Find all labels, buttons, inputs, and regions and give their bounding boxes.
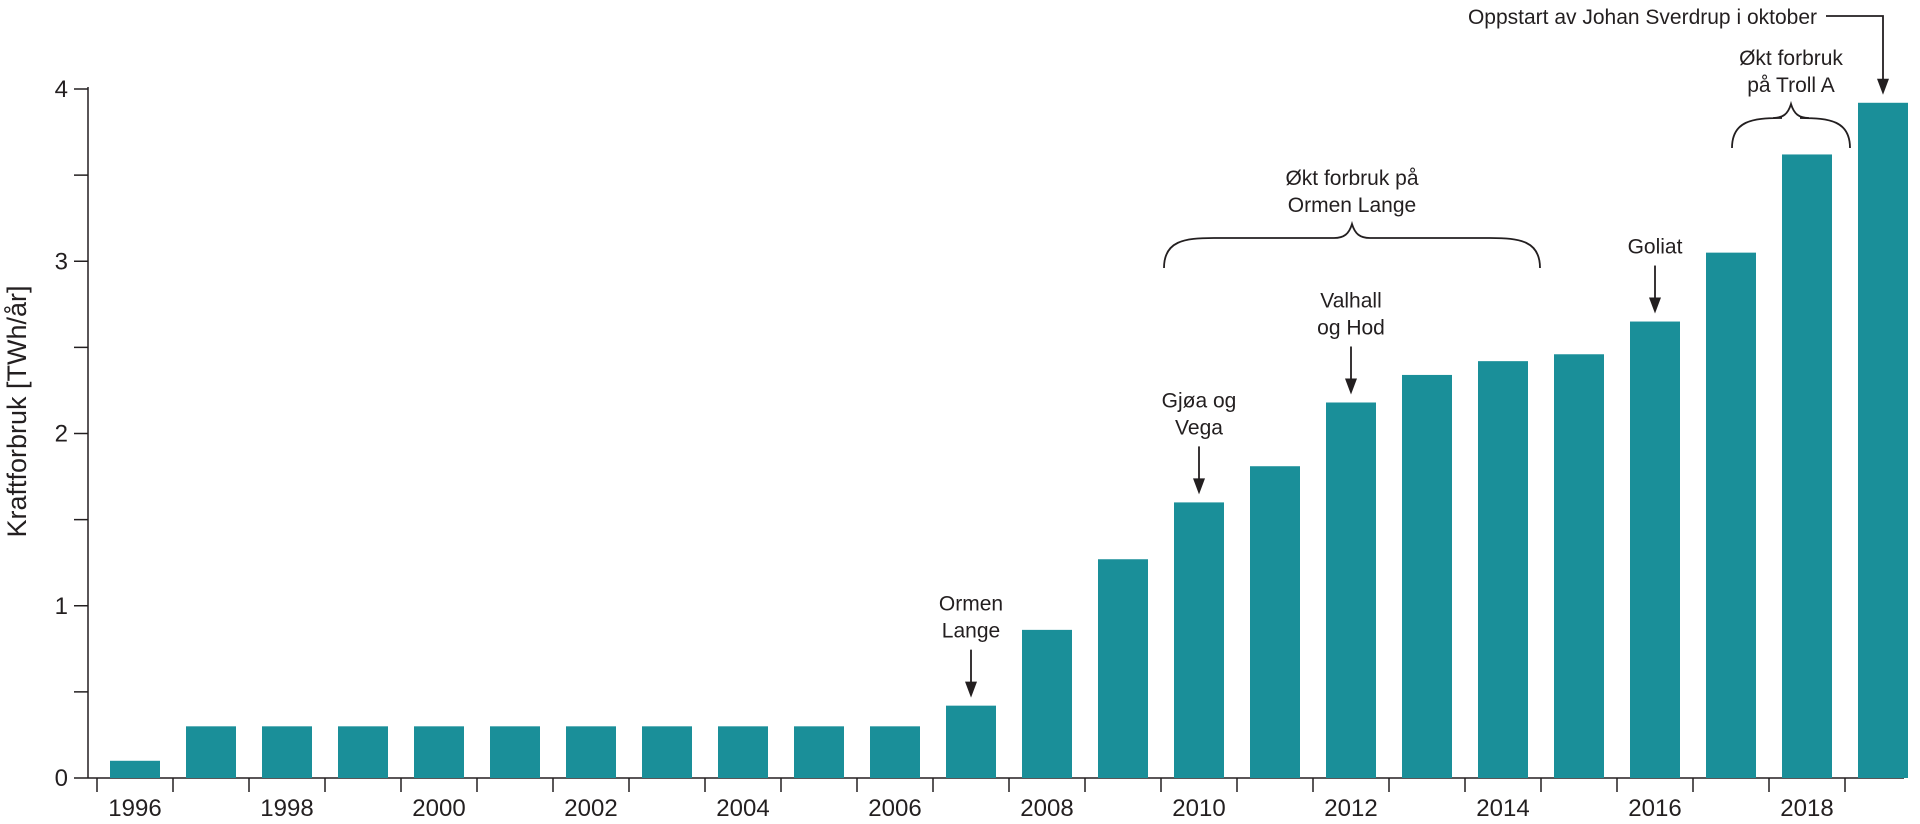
annotation-valhall-hod-arrow-head: [1345, 378, 1357, 395]
x-tick-label: 2016: [1628, 795, 1681, 822]
y-tick-label: 0: [55, 765, 68, 792]
annotation-ormen-lange-increase-brace: [1163, 220, 1541, 269]
plot-area: 0 1 2 3 4 Kraftforbruk [TWh/år] 1996 1998 2000 20…: [2, 6, 1908, 822]
annotation-troll-a-increase-brace: [1731, 100, 1851, 149]
annotation-ormen-lange-text: Ormen: [939, 593, 1003, 616]
annotation-gjoa-vega-text: Gjøa og: [1162, 389, 1237, 412]
bar-2013: [1402, 374, 1452, 778]
bar-2015: [1554, 354, 1604, 778]
x-tick-label: 1998: [260, 795, 313, 822]
x-tick-label: 2004: [716, 795, 769, 822]
x-tick-label: 2002: [564, 795, 617, 822]
x-tick-label: 2008: [1020, 795, 1073, 822]
bar-2004: [718, 726, 768, 778]
annotation-troll-a-increase-text: på Troll A: [1747, 74, 1835, 97]
y-axis-title: Kraftforbruk [TWh/år]: [2, 285, 32, 537]
x-tick-label: 2012: [1324, 795, 1377, 822]
bar-2001: [490, 726, 540, 778]
x-tick-label: 2018: [1780, 795, 1833, 822]
bar-2000: [414, 726, 464, 778]
bar-1998: [262, 726, 312, 778]
annotation-ormen-lange-text: Lange: [942, 620, 1000, 643]
y-tick-label: 3: [55, 248, 68, 275]
x-tick-label: 2000: [412, 795, 465, 822]
bar-1996: [110, 760, 160, 778]
y-tick-label: 1: [55, 593, 68, 620]
x-tick-label: 2010: [1172, 795, 1225, 822]
bar-2006: [870, 726, 920, 778]
annotation-goliat-text: Goliat: [1628, 236, 1683, 259]
bar-2019: [1858, 102, 1908, 778]
x-tick-label: 1996: [108, 795, 161, 822]
bar-2018: [1782, 154, 1832, 778]
y-tick-label: 4: [55, 76, 68, 103]
bar-2005: [794, 726, 844, 778]
x-tick-label: 2014: [1476, 795, 1529, 822]
bar-1999: [338, 726, 388, 778]
bar-2016: [1630, 321, 1680, 778]
bar-2011: [1250, 466, 1300, 778]
bar-2017: [1706, 252, 1756, 778]
bar-2002: [566, 726, 616, 778]
annotation-ormen-lange-increase-text: Ormen Lange: [1288, 194, 1416, 217]
annotation-ormen-lange-arrow-head: [965, 681, 977, 698]
bar-2010: [1174, 502, 1224, 778]
bar-2008: [1022, 629, 1072, 778]
annotation-valhall-hod-text: og Hod: [1317, 316, 1385, 339]
annotation-ormen-lange-increase-text: Økt forbruk på: [1285, 167, 1418, 190]
annotation-goliat-arrow-head: [1649, 297, 1661, 314]
annotation-johan-sverdrup-arrow-head: [1877, 78, 1889, 95]
bar-2014: [1478, 361, 1528, 778]
bar-2003: [642, 726, 692, 778]
annotation-gjoa-vega-arrow-head: [1193, 478, 1205, 495]
bar-2009: [1098, 559, 1148, 778]
y-tick-label: 2: [55, 421, 68, 448]
bar-2007: [946, 705, 996, 778]
annotation-johan-sverdrup-text: Oppstart av Johan Sverdrup i oktober: [1468, 6, 1817, 29]
bar-2012: [1326, 402, 1376, 778]
annotation-troll-a-increase-text: Økt forbruk: [1739, 47, 1843, 70]
bar-1997: [186, 726, 236, 778]
annotation-gjoa-vega-text: Vega: [1175, 416, 1223, 439]
x-tick-label: 2006: [868, 795, 921, 822]
annotation-johan-sverdrup-arrow-line: [1826, 15, 1884, 83]
annotation-valhall-hod-text: Valhall: [1320, 289, 1381, 312]
